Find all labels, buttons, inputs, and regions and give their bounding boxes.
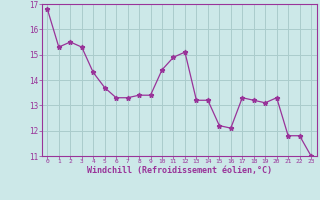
X-axis label: Windchill (Refroidissement éolien,°C): Windchill (Refroidissement éolien,°C) bbox=[87, 166, 272, 175]
